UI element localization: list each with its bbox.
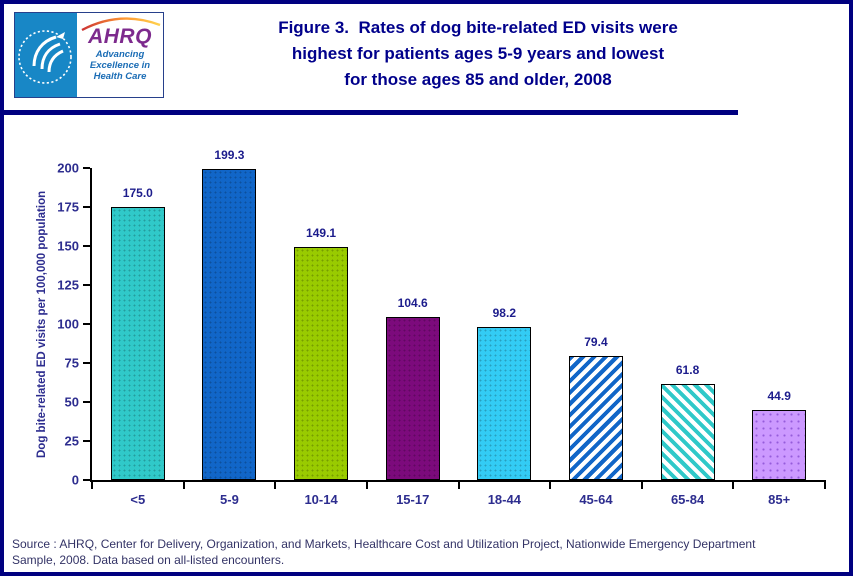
y-tick-label: 200	[57, 160, 79, 176]
bar-10-14	[294, 247, 349, 480]
swoosh-icon	[81, 17, 161, 32]
y-tick	[83, 479, 90, 481]
source-note: Source : AHRQ, Center for Delivery, Orga…	[12, 537, 756, 567]
bar-15-17	[385, 317, 440, 480]
x-tick	[824, 480, 826, 489]
hhs-seal-panel	[15, 13, 77, 97]
figure-title: Figure 3. Rates of dog bite-related ED v…	[278, 18, 678, 89]
y-tick-label: 150	[57, 238, 79, 254]
y-tick-label: 125	[57, 277, 79, 293]
x-tick	[549, 480, 552, 489]
y-tick-label: 100	[57, 316, 79, 332]
bar-value-label: 199.3	[214, 148, 245, 162]
x-tick	[274, 480, 277, 489]
bar-18-44	[477, 327, 532, 480]
y-tick-label: 0	[71, 472, 79, 488]
hhs-eagle-icon	[18, 30, 72, 84]
y-tick	[83, 284, 90, 286]
y-tick	[83, 206, 90, 208]
bar-value-label: 44.9	[767, 389, 791, 403]
ahrq-logo-text-panel: AHRQ Advancing Excellence in Health Care	[77, 13, 163, 97]
x-tick	[457, 480, 460, 489]
bar-5-9	[202, 169, 257, 480]
bar-85+	[752, 410, 807, 480]
bar-value-label: 104.6	[397, 296, 428, 310]
bar-65-84	[660, 384, 715, 480]
x-category-label: 18-44	[487, 492, 521, 507]
bar-value-label: 175.0	[122, 186, 153, 200]
y-tick-label: 50	[64, 394, 79, 410]
x-tick	[365, 480, 368, 489]
x-category-label: 85+	[768, 492, 791, 507]
y-tick-label: 175	[57, 199, 79, 215]
x-category-label: 15-17	[396, 492, 430, 507]
ahrq-wordmark: AHRQ	[88, 25, 152, 48]
y-tick	[83, 440, 90, 442]
header-separator-rule	[4, 110, 738, 115]
plot-area: 0 25 50 75 100 125 150 175 200 175.0 <5 199.3 5-9 149…	[57, 148, 826, 507]
bar-45-64	[568, 356, 623, 480]
ahrq-tagline: Advancing Excellence in Health Care	[89, 49, 151, 82]
bar-value-label: 98.2	[492, 306, 516, 320]
bar-<5	[110, 207, 165, 480]
bar-value-label: 149.1	[306, 226, 337, 240]
bar-value-label: 79.4	[584, 335, 608, 349]
y-tick	[83, 245, 90, 247]
ahrq-logo: AHRQ Advancing Excellence in Health Care	[14, 12, 164, 98]
x-category-label: 65-84	[670, 492, 705, 507]
x-tick	[732, 480, 735, 489]
x-category-label: 5-9	[220, 492, 239, 507]
y-tick-label: 75	[64, 355, 79, 371]
y-tick	[83, 167, 90, 169]
x-category-label: <5	[130, 492, 146, 507]
bar-value-label: 61.8	[675, 363, 700, 377]
y-tick	[83, 362, 90, 364]
y-axis-label: Dog bite-related ED visits per 100,000 p…	[36, 190, 48, 458]
x-category-label: 45-64	[579, 492, 613, 507]
x-category-label: 10-14	[304, 492, 338, 507]
y-tick-label: 25	[64, 433, 79, 449]
y-tick	[83, 401, 90, 403]
x-tick	[640, 480, 643, 489]
x-tick	[182, 480, 185, 489]
x-tick	[91, 480, 93, 489]
y-tick	[83, 323, 90, 325]
